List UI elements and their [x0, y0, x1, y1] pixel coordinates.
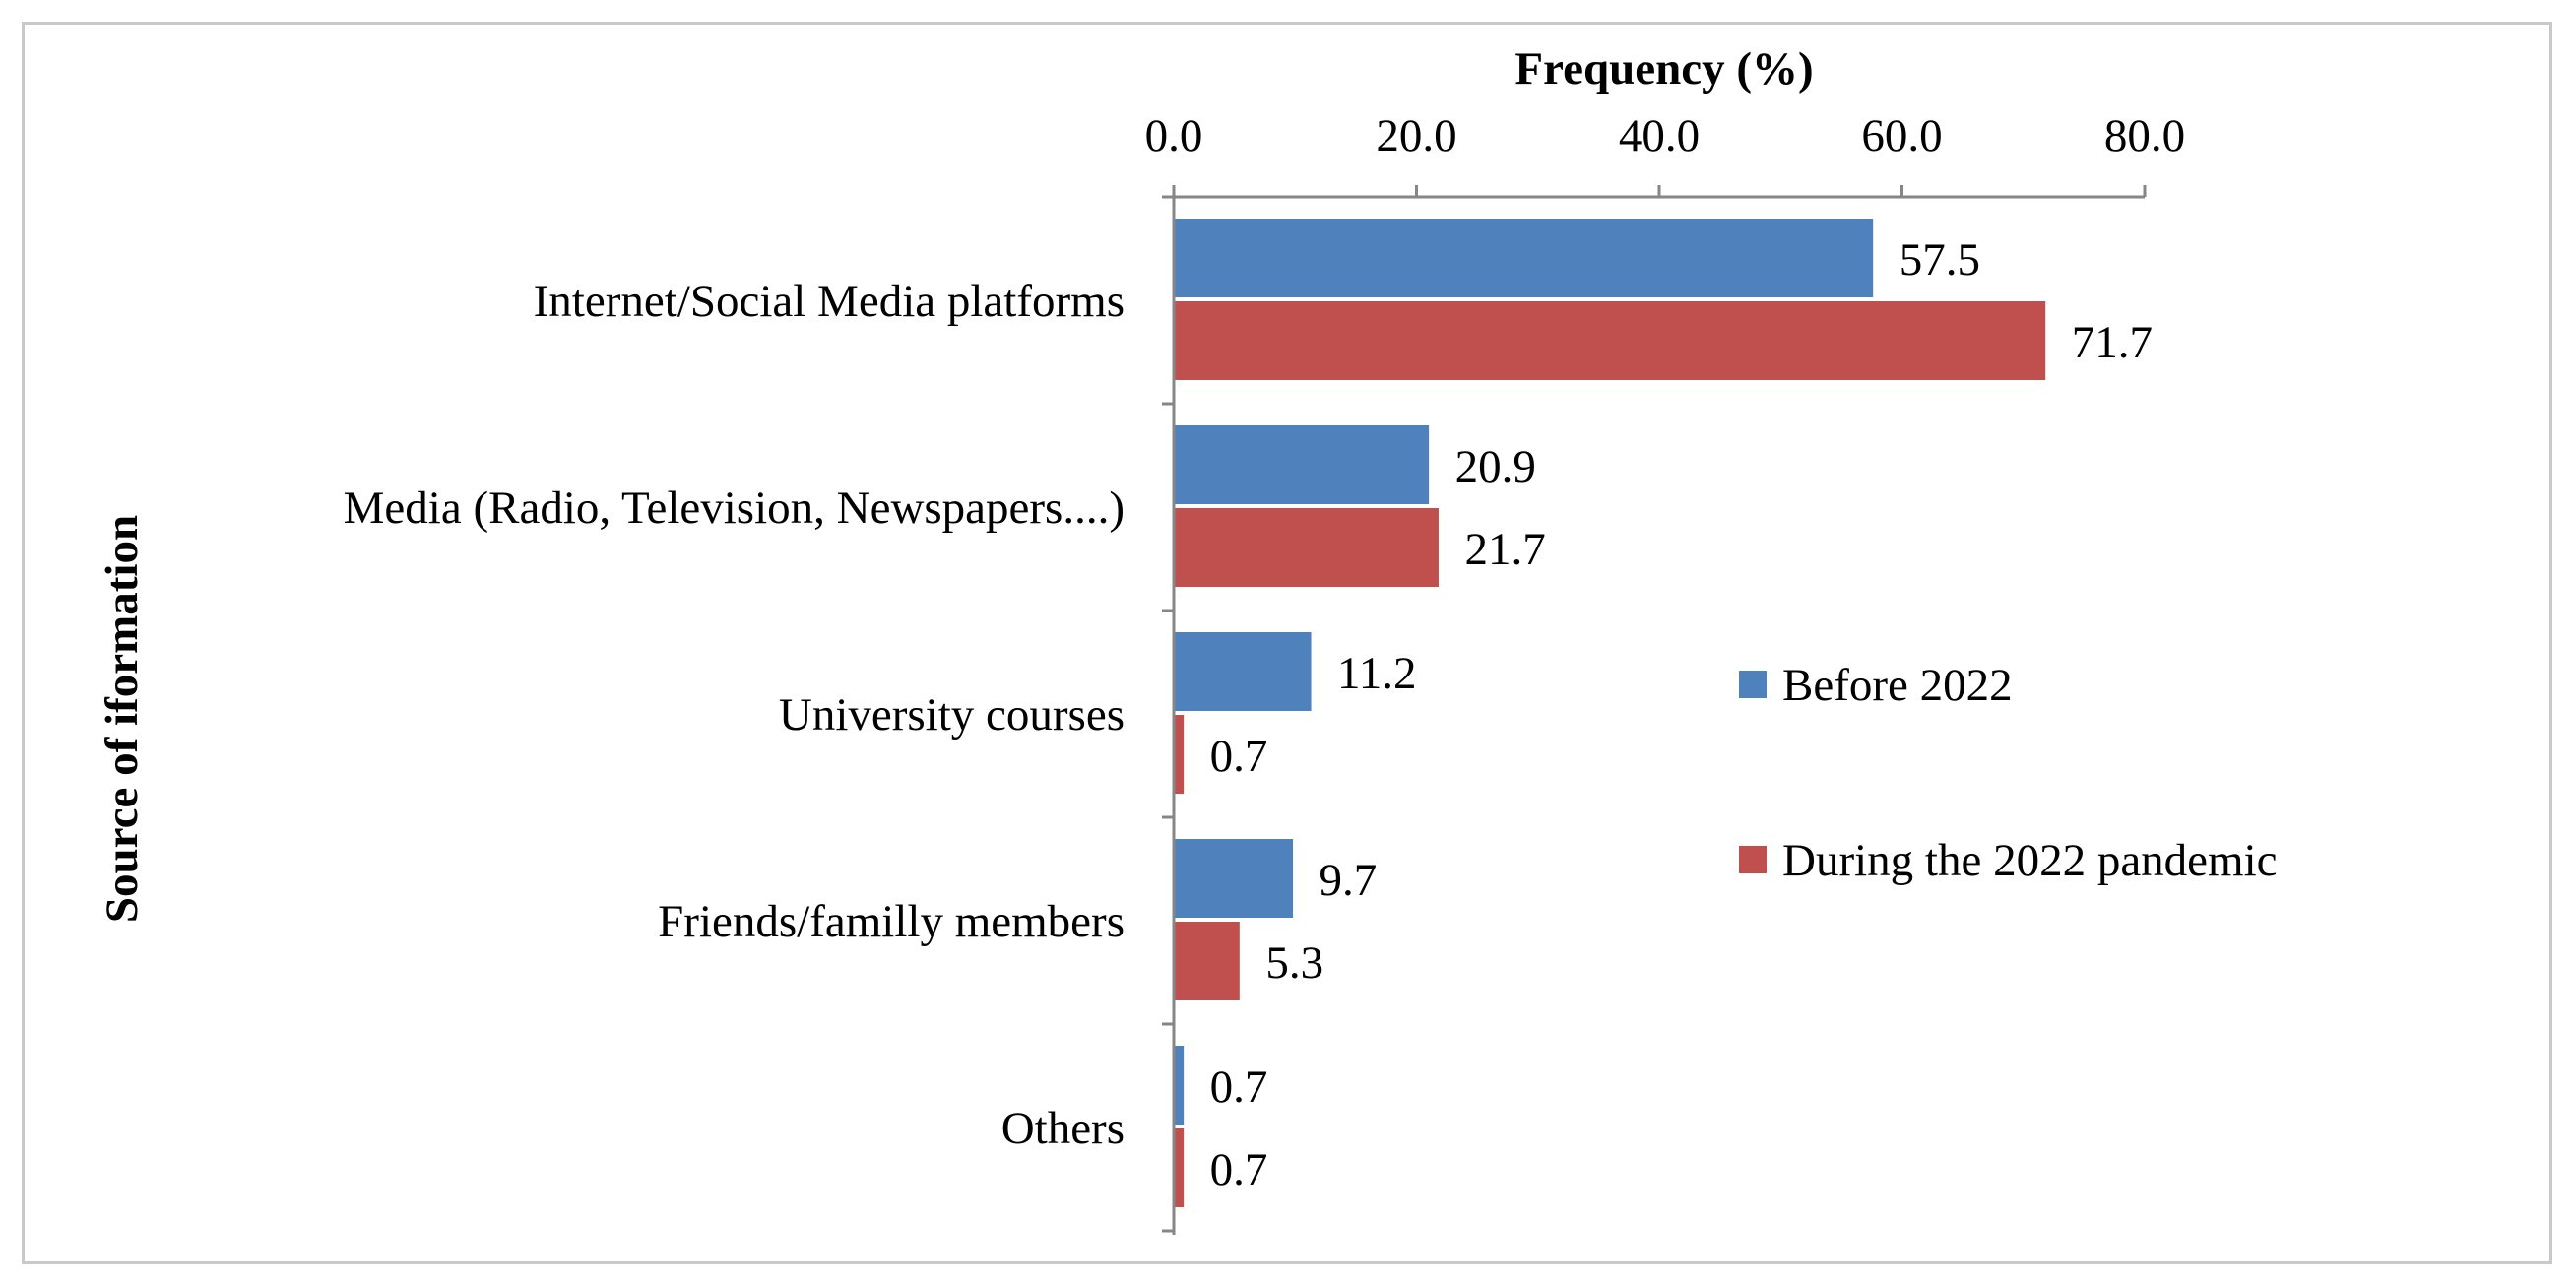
x-tick-label: 20.0: [1376, 110, 1456, 161]
y-axis-title: Source of iformation: [97, 515, 148, 923]
x-tick-label: 80.0: [2104, 110, 2185, 161]
bar: [1175, 425, 1430, 504]
legend-swatch: [1739, 671, 1767, 698]
data-label: 71.7: [2072, 317, 2153, 368]
bar: [1175, 1128, 1185, 1207]
x-tick-label: 60.0: [1861, 110, 1942, 161]
x-tick-label: 40.0: [1619, 110, 1700, 161]
legend-label: Before 2022: [1782, 660, 2013, 711]
category-label: Others: [1001, 1103, 1125, 1154]
category-label: University courses: [779, 689, 1125, 741]
x-axis-title: Frequency (%): [1514, 43, 1813, 95]
legend: Before 2022 During the 2022 pandemic: [1739, 660, 2278, 886]
data-label: 21.7: [1464, 524, 1545, 575]
bar: [1175, 301, 2046, 380]
bar: [1175, 839, 1294, 918]
x-tick-label: 0.0: [1145, 110, 1203, 161]
category-label: Internet/Social Media platforms: [534, 276, 1125, 327]
category-axis: Internet/Social Media platforms Media (Ra…: [344, 276, 1125, 1154]
bars: 57.5 71.7 20.9 21.7 11.2 0.7 9.7 5.3 0.7 0.7: [1175, 219, 2153, 1207]
data-label: 5.3: [1265, 937, 1323, 989]
data-label: 11.2: [1337, 648, 1417, 699]
x-axis: 0.0 20.0 40.0 60.0 80.0: [1145, 110, 2185, 1235]
data-label: 57.5: [1900, 234, 1980, 286]
bar: [1175, 508, 1439, 587]
data-label: 0.7: [1210, 731, 1268, 782]
category-label: Media (Radio, Television, Newspapers....…: [344, 483, 1125, 534]
data-label: 0.7: [1210, 1062, 1268, 1113]
bar: [1175, 715, 1185, 794]
bar: [1175, 219, 1874, 297]
bar: [1175, 922, 1240, 1000]
bar: [1175, 1046, 1185, 1125]
legend-label: During the 2022 pandemic: [1782, 835, 2278, 886]
legend-swatch: [1739, 846, 1767, 873]
category-label: Friends/familly members: [658, 896, 1125, 947]
data-label: 0.7: [1210, 1144, 1268, 1195]
data-label: 9.7: [1320, 855, 1378, 906]
data-label: 20.9: [1455, 441, 1536, 492]
bar: [1175, 632, 1312, 711]
